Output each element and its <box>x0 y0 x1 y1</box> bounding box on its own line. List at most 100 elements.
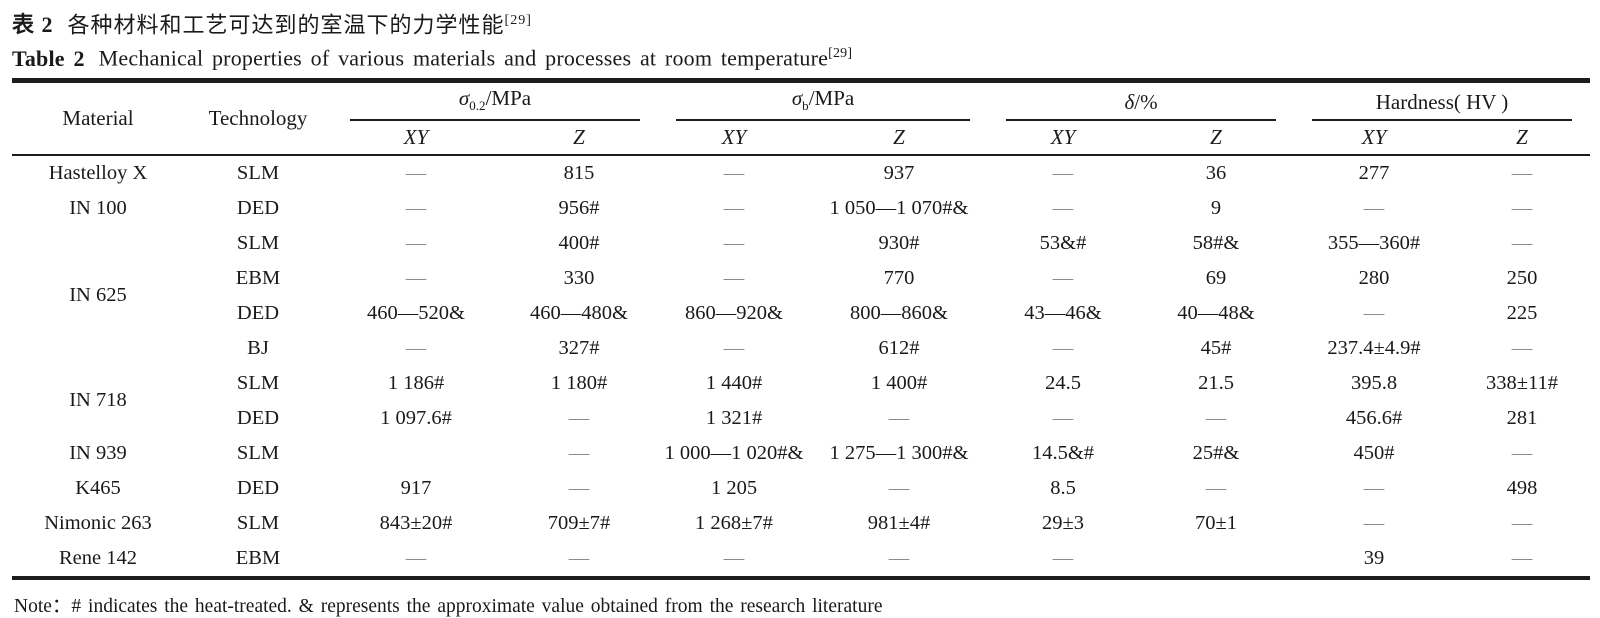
table-row: IN 100 DED — 956# — 1 050—1 070#& — 9 — — <box>12 191 1590 226</box>
value-cell: — <box>405 546 427 569</box>
value-cell: — <box>723 546 745 569</box>
value-cell: 937 <box>883 161 915 184</box>
value-cell: 25#& <box>1192 441 1240 464</box>
subcolumn-header: Z <box>500 120 658 156</box>
value-cell: — <box>1511 511 1533 534</box>
table-footnote: Note：# indicates the heat-treated. & rep… <box>14 595 883 617</box>
value-cell: 956# <box>558 196 600 219</box>
material-cell: K465 <box>75 476 121 499</box>
value-cell: — <box>1052 546 1074 569</box>
value-cell: 21.5 <box>1198 371 1234 394</box>
value-cell: 338±11# <box>1486 371 1559 394</box>
technology-cell: SLM <box>236 441 280 464</box>
value-cell: — <box>405 336 427 359</box>
value-cell: 981±4# <box>867 511 931 534</box>
subcolumn-header: XY <box>1294 120 1455 156</box>
value-cell: 24.5 <box>1045 371 1081 394</box>
table-row: Nimonic 263 SLM 843±20# 709±7# 1 268±7# 981±4… <box>12 506 1590 541</box>
value-cell: — <box>723 231 745 254</box>
value-cell: 709±7# <box>547 511 611 534</box>
value-cell: 612# <box>878 336 920 359</box>
table-row: EBM — 330 — 770 — 69 280 250 <box>12 261 1590 296</box>
value-cell: — <box>568 441 590 464</box>
value-cell: — <box>405 266 427 289</box>
table-title-english: Table 2 Mechanical properties of various … <box>12 39 1590 72</box>
table-header: Material Technology σ0.2/MPa σb/MPa δ/% … <box>12 80 1591 156</box>
value-cell: 237.4±4.9# <box>1327 336 1421 359</box>
value-cell: 498 <box>1506 476 1538 499</box>
material-cell: IN 625 <box>69 284 127 307</box>
reference-superscript: [29] <box>828 46 853 62</box>
value-cell: — <box>723 266 745 289</box>
technology-cell: DED <box>236 196 280 219</box>
value-cell: 1 000—1 020#& <box>664 441 804 464</box>
technology-cell: SLM <box>236 511 280 534</box>
value-cell: — <box>723 336 745 359</box>
value-cell: 355—360# <box>1327 231 1421 254</box>
column-header-technology: Technology <box>184 80 332 156</box>
value-cell: 36 <box>1205 161 1227 184</box>
value-cell: — <box>723 161 745 184</box>
header-subcolumn-row: XY Z XY Z XY Z XY Z <box>12 120 1591 156</box>
value-cell: 45# <box>1200 336 1232 359</box>
technology-cell: SLM <box>236 161 280 184</box>
technology-cell: BJ <box>247 336 269 359</box>
value-cell: — <box>1052 161 1074 184</box>
value-cell: 460—520& <box>367 301 465 324</box>
value-cell: — <box>1363 476 1385 499</box>
material-cell: IN 718 <box>69 389 127 412</box>
value-cell: 395.8 <box>1350 371 1398 394</box>
technology-cell: SLM <box>236 231 280 254</box>
table-row: IN 625 SLM — 400# — 930# 53&# 58#& 355—360# — <box>12 226 1590 307</box>
value-cell: 1 321# <box>705 406 763 429</box>
value-cell: — <box>405 231 427 254</box>
value-cell: 14.5&# <box>1031 441 1095 464</box>
value-cell: — <box>568 476 590 499</box>
value-cell: — <box>568 406 590 429</box>
column-header-material: Material <box>12 80 184 156</box>
properties-table: Material Technology σ0.2/MPa σb/MPa δ/% … <box>12 77 1591 580</box>
subcolumn-header: XY <box>332 120 500 156</box>
value-cell: — <box>1052 266 1074 289</box>
value-cell: — <box>1511 231 1533 254</box>
value-cell: 800—860& <box>850 301 948 324</box>
value-cell: 1 186# <box>387 371 445 394</box>
technology-cell: DED <box>236 406 280 429</box>
group-header-hardness: Hardness( HV ) <box>1294 80 1590 121</box>
reference-superscript: [29] <box>504 13 532 28</box>
value-cell: 456.6# <box>1345 406 1403 429</box>
value-cell: — <box>1363 196 1385 219</box>
value-cell: 930# <box>878 231 920 254</box>
value-cell: 450# <box>1353 441 1395 464</box>
value-cell: — <box>1511 336 1533 359</box>
subcolumn-header: Z <box>1138 120 1295 156</box>
table-row: DED 460—520& 460—480& 860—920& 800—860& 43—46… <box>12 296 1590 331</box>
value-cell: 1 400# <box>870 371 928 394</box>
value-cell: — <box>405 196 427 219</box>
value-cell: 8.5 <box>1050 476 1076 499</box>
material-cell: Nimonic 263 <box>44 511 152 534</box>
value-cell: — <box>1205 476 1227 499</box>
value-cell <box>332 436 500 471</box>
value-cell: — <box>1511 196 1533 219</box>
table-row: DED 1 097.6# — 1 321# — — — 456.6# 281 <box>12 401 1590 436</box>
value-cell: 1 440# <box>705 371 763 394</box>
value-cell: 40—48& <box>1177 301 1255 324</box>
group-header-sigma02: σ0.2/MPa <box>332 80 658 121</box>
value-cell: — <box>1363 301 1385 324</box>
table-row: K465 DED 917 — 1 205 — 8.5 — — 498 <box>12 471 1590 506</box>
value-cell: 9 <box>1210 196 1222 219</box>
value-cell: 327# <box>558 336 600 359</box>
value-cell: 860—920& <box>685 301 783 324</box>
value-cell: 843±20# <box>379 511 453 534</box>
value-cell: — <box>1205 406 1227 429</box>
value-cell: 69 <box>1205 266 1227 289</box>
table-title-cn-text: 各种材料和工艺可达到的室温下的力学性能 <box>67 12 505 38</box>
value-cell: 815 <box>563 161 595 184</box>
technology-cell: DED <box>236 476 280 499</box>
group-header-sigmab: σb/MPa <box>658 80 988 121</box>
value-cell: — <box>568 546 590 569</box>
value-cell: — <box>888 546 910 569</box>
material-cell: Hastelloy X <box>48 161 148 184</box>
